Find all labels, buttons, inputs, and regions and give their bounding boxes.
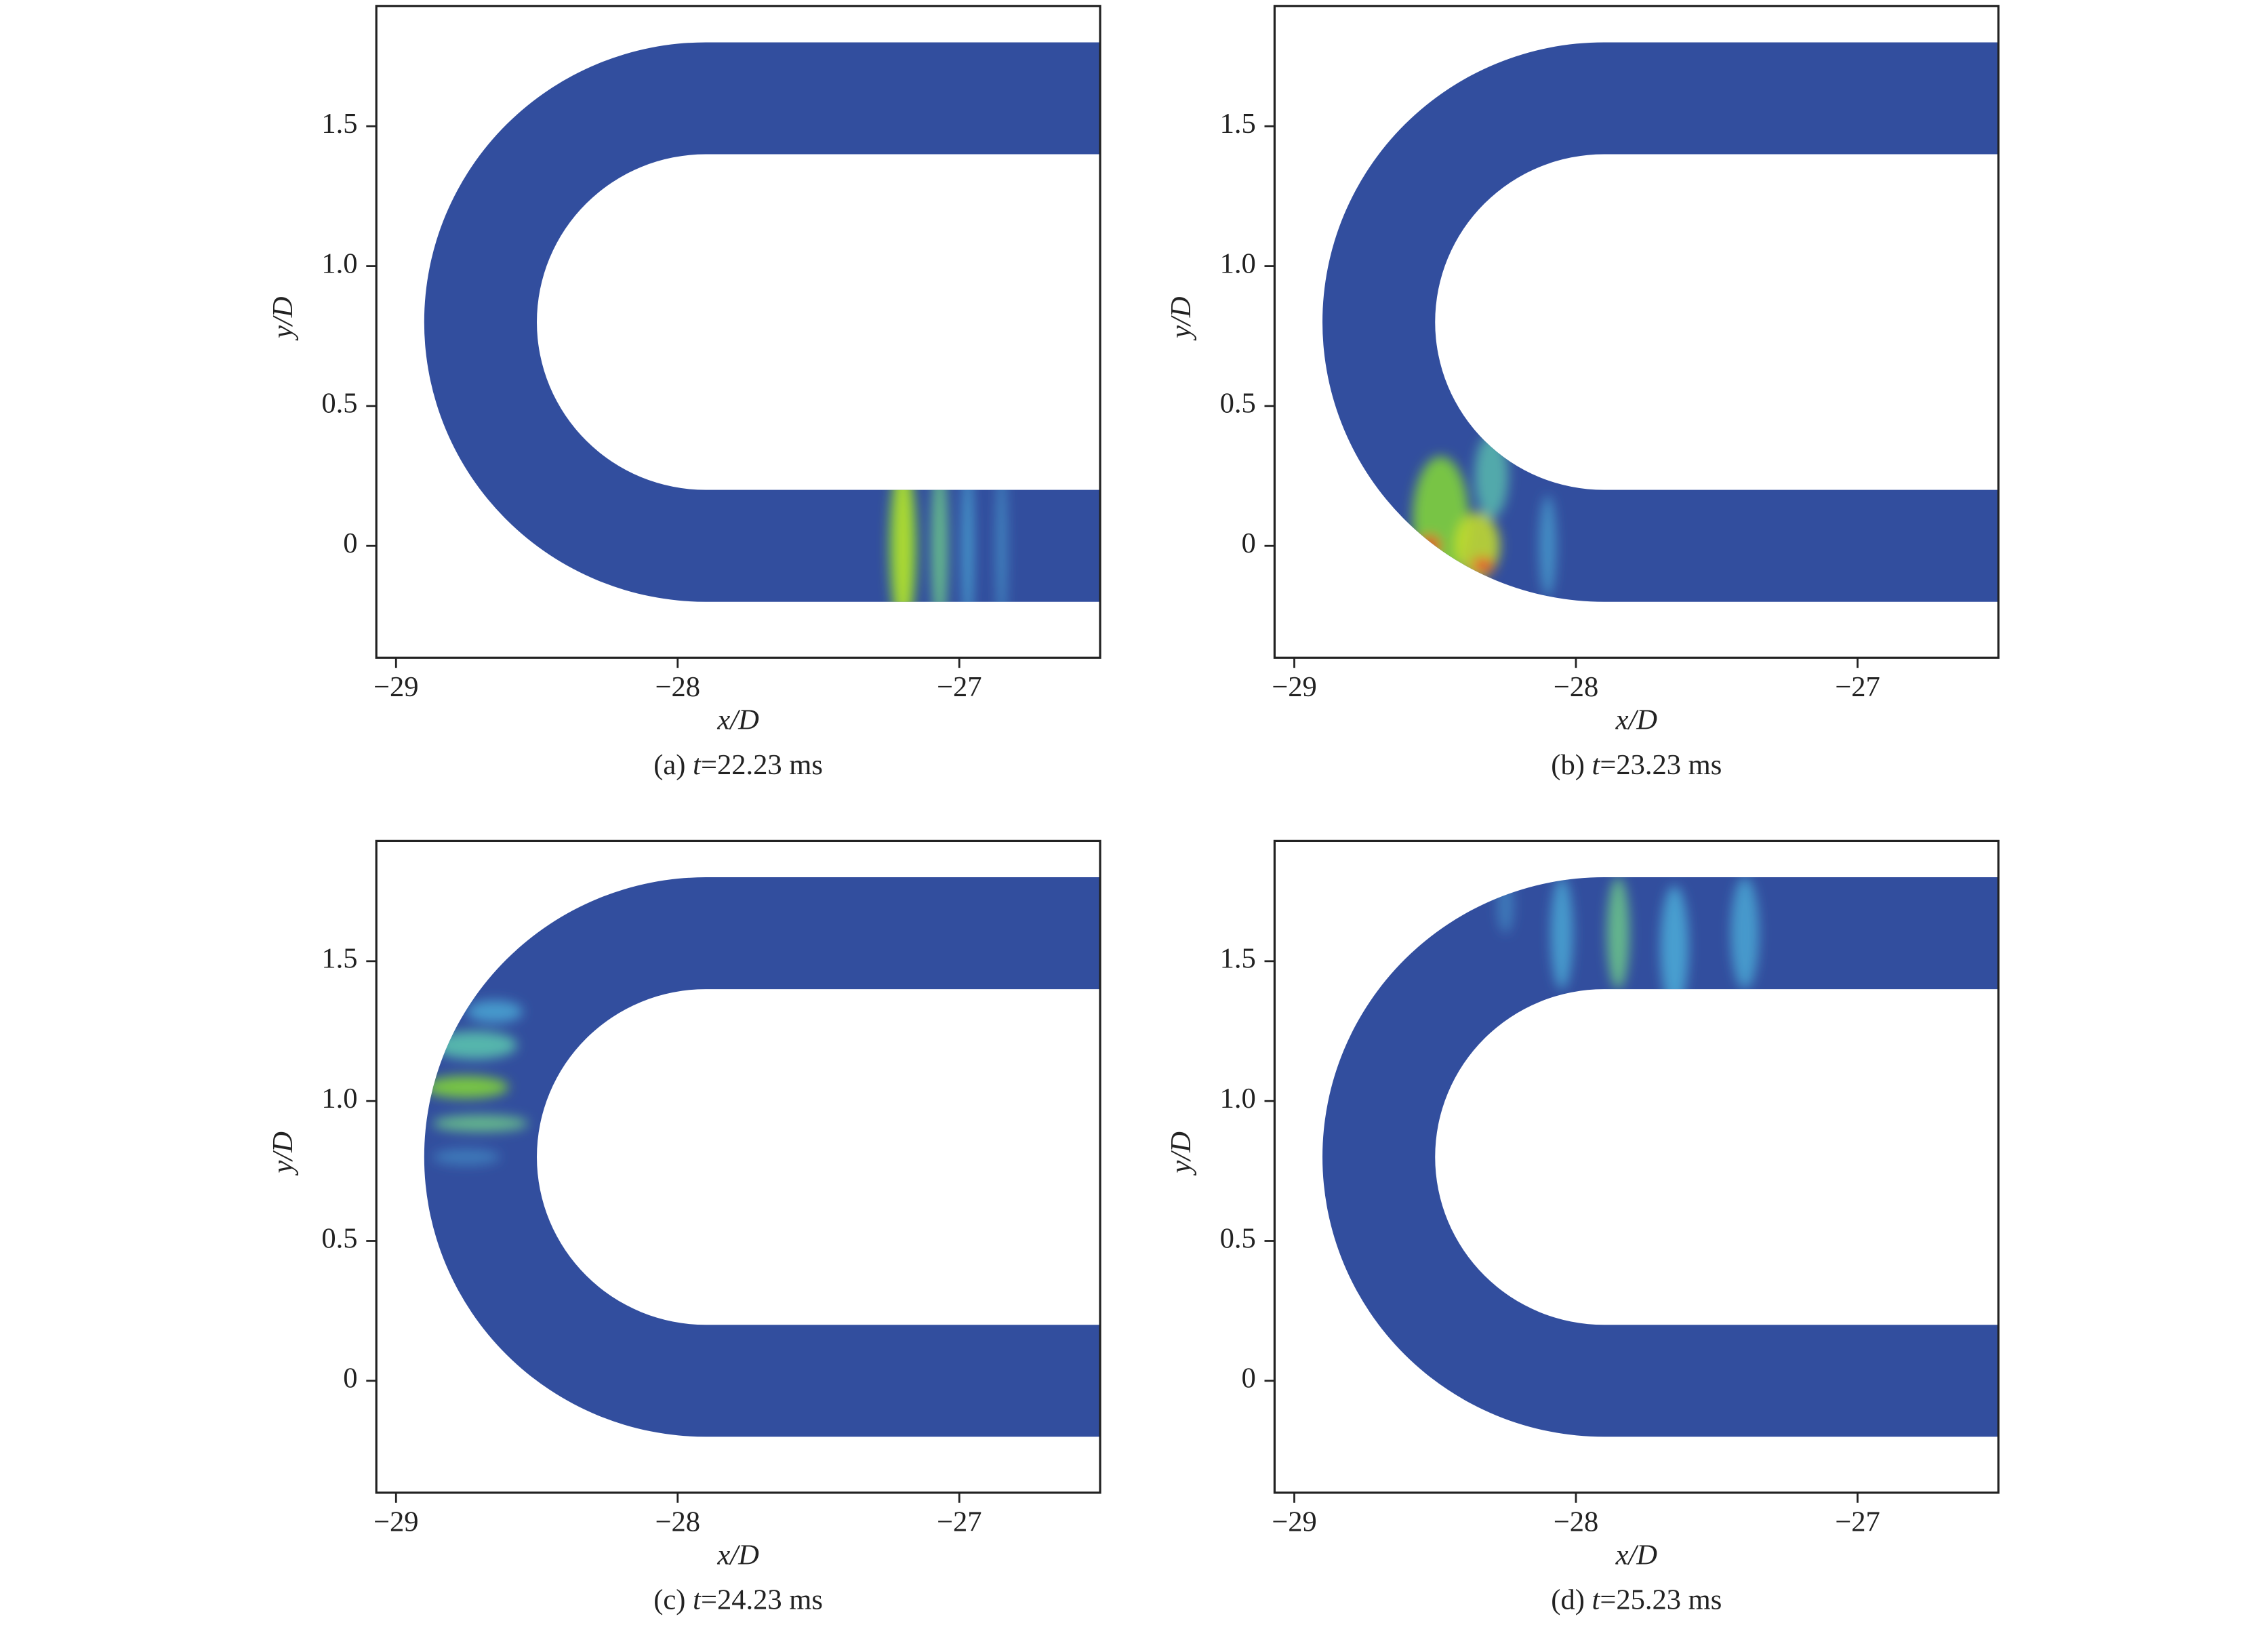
y-axis-label: y/D — [1165, 296, 1197, 341]
wave-feature — [996, 462, 1007, 602]
y-tick-label: 1.5 — [1220, 108, 1256, 140]
y-tick-label: 0.5 — [1220, 1222, 1256, 1254]
panel: −29 −28 −27 0 0.5 1.0 1.5 x/D y/D (b) t=23.23 ms — [1165, 5, 2000, 781]
x-axis-label: x/D — [1615, 704, 1658, 736]
caption-variable: t — [693, 749, 702, 781]
y-axis-label: y/D — [1165, 1131, 1197, 1176]
wave-features — [1497, 877, 1760, 1009]
x-tick-label: −28 — [1554, 1506, 1599, 1538]
caption-label: (b) — [1551, 749, 1585, 781]
caption: (c) t=24.23 ms — [653, 1584, 823, 1615]
wave-feature — [1474, 434, 1509, 518]
wave-feature — [1472, 557, 1495, 574]
y-tick-label: 1.5 — [321, 108, 357, 140]
x-tick-label: −29 — [373, 671, 419, 703]
panel: −29 −28 −27 0 0.5 1.0 1.5 x/D y/D (d) t=25.23 ms — [1165, 839, 2000, 1615]
caption-variable: t — [1592, 749, 1601, 781]
plot-frame — [375, 5, 1101, 659]
wave-feature — [1539, 495, 1556, 597]
panel: −29 −28 −27 0 0.5 1.0 1.5 x/D y/D (c) t=24.23 ms — [267, 839, 1101, 1615]
wave-feature — [1550, 877, 1573, 990]
wave-feature — [1730, 877, 1760, 990]
channel-field — [424, 877, 1101, 1437]
y-tick-label: 1.5 — [1220, 943, 1256, 975]
wave-feature — [432, 1031, 517, 1060]
caption-label: (d) — [1551, 1584, 1585, 1615]
wave-feature — [1660, 885, 1689, 1009]
plot-frame — [1273, 5, 2000, 659]
y-tick-label: 0.5 — [321, 1222, 357, 1254]
y-tick-label: 0.5 — [321, 388, 357, 420]
wave-feature — [1497, 877, 1514, 933]
wave-feature — [931, 462, 948, 602]
y-axis-label: y/D — [267, 296, 299, 341]
caption: (a) t=22.23 ms — [653, 749, 823, 781]
caption-text: =23.23 ms — [1600, 749, 1722, 781]
x-tick-label: −28 — [1554, 671, 1599, 703]
panel: −29 −28 −27 0 0.5 1.0 1.5 x/D y/D (a) t=22.23 ms — [267, 5, 1101, 781]
caption-variable: t — [1592, 1584, 1601, 1615]
x-tick-label: −27 — [937, 671, 982, 703]
plot-frame — [375, 839, 1101, 1494]
x-tick-label: −29 — [1272, 671, 1317, 703]
caption-text: =22.23 ms — [701, 749, 823, 781]
caption-text: =24.23 ms — [701, 1584, 823, 1615]
wave-feature — [1606, 877, 1629, 990]
caption-label: (a) — [653, 749, 685, 781]
plot-frame — [1273, 839, 2000, 1494]
wave-features — [424, 1000, 529, 1166]
caption-label: (c) — [653, 1584, 685, 1615]
channel-field — [1322, 877, 1999, 1437]
x-tick-label: −27 — [1835, 1506, 1880, 1538]
y-tick-label: 0 — [1241, 527, 1255, 559]
y-tick-label: 1.0 — [321, 247, 357, 279]
x-axis-label: x/D — [1615, 1539, 1658, 1571]
x-tick-label: −27 — [937, 1506, 982, 1538]
x-tick-label: −29 — [1272, 1506, 1317, 1538]
caption: (b) t=23.23 ms — [1551, 749, 1722, 781]
y-tick-label: 1.0 — [1220, 247, 1256, 279]
x-tick-label: −27 — [1835, 671, 1880, 703]
wave-feature — [466, 1000, 523, 1023]
y-tick-label: 1.5 — [321, 943, 357, 975]
y-tick-label: 0.5 — [1220, 388, 1256, 420]
wave-feature — [424, 1076, 509, 1099]
caption-text: =25.23 ms — [1600, 1584, 1722, 1615]
x-axis-label: x/D — [716, 704, 759, 736]
y-tick-label: 0 — [343, 527, 357, 559]
caption: (d) t=25.23 ms — [1551, 1584, 1722, 1615]
wave-features — [889, 462, 1007, 602]
wave-feature — [962, 462, 974, 602]
y-tick-label: 1.0 — [1220, 1083, 1256, 1114]
x-tick-label: −28 — [655, 1506, 701, 1538]
channel-field — [424, 42, 1101, 602]
wave-feature — [1418, 534, 1441, 557]
y-tick-label: 0 — [1241, 1363, 1255, 1394]
x-axis-label: x/D — [716, 1539, 759, 1571]
x-tick-label: −28 — [655, 671, 701, 703]
wave-feature — [432, 1148, 501, 1166]
x-tick-label: −29 — [373, 1506, 419, 1538]
caption-variable: t — [693, 1584, 702, 1615]
y-axis-label: y/D — [267, 1131, 299, 1176]
y-tick-label: 1.0 — [321, 1083, 357, 1114]
wave-feature — [897, 462, 909, 602]
y-tick-label: 0 — [343, 1363, 357, 1394]
wave-feature — [432, 1114, 529, 1132]
